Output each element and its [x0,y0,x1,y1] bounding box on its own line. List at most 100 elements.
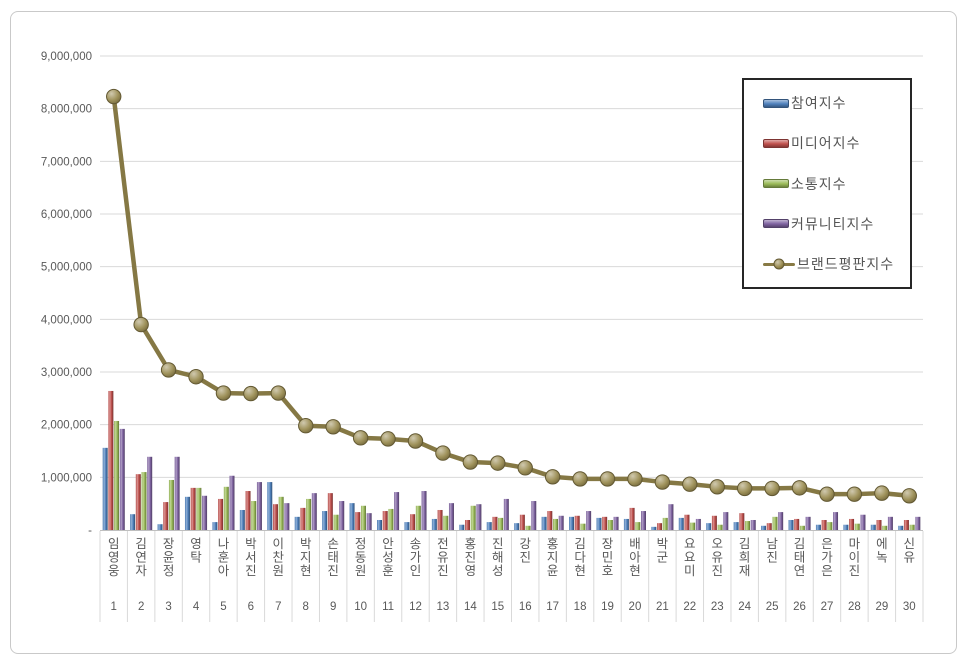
y-tick-label: 5,000,000 [41,262,92,274]
bar-미디어지수 [711,515,717,530]
bar-소통지수 [772,516,778,530]
bar-참여지수 [486,522,492,530]
bar-미디어지수 [657,523,663,530]
rank-label: 9 [330,601,336,613]
bar-참여지수 [706,523,712,530]
y-tick-label: 2,000,000 [41,420,92,432]
y-tick-label: 4,000,000 [41,314,92,326]
rank-label: 18 [574,601,587,613]
bar-미디어지수 [574,515,580,530]
bar-미디어지수 [766,523,772,530]
bar-참여지수 [843,524,849,530]
line-marker [901,488,917,504]
bar-참여지수 [130,514,136,530]
bar-커뮤니티지수 [202,495,208,530]
line-marker [298,418,314,434]
line-marker [709,479,725,495]
rank-label: 30 [903,601,916,613]
rank-label: 11 [382,601,394,613]
line-marker [380,431,396,447]
legend-item-communication-index: 소통지수 [744,167,910,201]
bar-미디어지수 [629,507,635,530]
line-marker [352,430,369,446]
line-marker [874,485,890,501]
bar-소통지수 [827,522,833,530]
bar-소통지수 [882,525,888,530]
brand-reputation-line-swatch-icon [763,258,795,270]
bar-소통지수 [607,519,613,530]
bar-커뮤니티지수 [915,516,921,530]
bar-커뮤니티지수 [476,504,482,530]
line-marker [490,455,506,471]
bar-미디어지수 [108,390,114,530]
bar-미디어지수 [903,519,909,530]
bar-소통지수 [333,514,339,530]
bar-커뮤니티지수 [256,482,262,530]
rank-label: 12 [409,601,422,613]
bar-커뮤니티지수 [339,501,345,530]
legend-label-participation-index: 참여지수 [791,95,847,111]
legend-label-media-index: 미디어지수 [791,135,861,152]
line-marker [106,88,122,105]
line-marker [544,469,561,485]
bar-참여지수 [651,526,657,530]
line-marker [682,476,698,492]
line-marker [819,486,835,502]
bar-커뮤니티지수 [311,493,317,530]
bar-커뮤니티지수 [641,511,646,530]
bar-미디어지수 [492,516,498,530]
bar-소통지수 [745,521,751,530]
bar-커뮤니티지수 [695,518,701,530]
bar-소통지수 [635,522,641,530]
bar-미디어지수 [794,518,800,530]
bar-미디어지수 [382,511,388,530]
bar-커뮤니티지수 [833,512,839,530]
y-tick-label: 1,000,000 [41,472,92,484]
bar-참여지수 [322,511,328,530]
rank-label: 28 [848,601,861,613]
bar-소통지수 [360,505,366,530]
bar-참여지수 [541,516,547,530]
bar-커뮤니티지수 [174,456,180,530]
bar-미디어지수 [163,502,169,530]
bar-참여지수 [761,525,767,530]
bar-소통지수 [443,515,449,530]
line-marker [627,471,643,487]
bar-미디어지수 [327,493,333,530]
bar-미디어지수 [876,519,882,530]
rank-label: 27 [821,601,834,613]
bar-미디어지수 [602,516,608,530]
rank-label: 3 [165,601,171,613]
bar-소통지수 [580,523,586,530]
legend-item-media-index: 미디어지수 [744,126,910,160]
bar-미디어지수 [437,509,443,530]
bar-미디어지수 [739,513,745,530]
rank-label: 8 [303,601,309,613]
bar-미디어지수 [355,512,361,530]
line-marker [599,471,616,487]
bar-소통지수 [717,524,723,530]
legend: 참여지수 미디어지수 소통지수 커뮤니티지수 브랜드평판지수 [742,78,912,289]
media-index-swatch-icon [763,138,789,148]
bar-참여지수 [569,516,575,530]
bar-커뮤니티지수 [119,428,125,530]
bar-커뮤니티지수 [284,503,290,530]
rank-label: 22 [683,601,696,613]
bar-소통지수 [306,498,312,530]
bar-미디어지수 [547,511,553,530]
bar-참여지수 [431,518,437,530]
